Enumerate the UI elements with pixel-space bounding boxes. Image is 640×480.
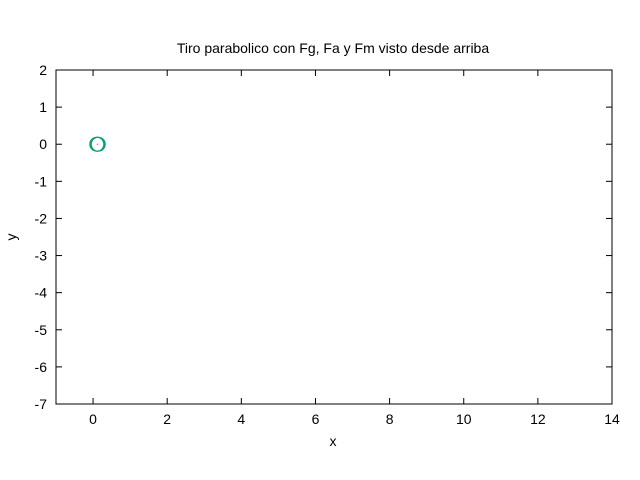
x-tick-label: 6 [312,411,320,427]
chart-title: Tiro parabolico con Fg, Fa y Fm visto de… [177,40,489,56]
y-tick-label: 0 [39,136,47,152]
y-tick-label: -1 [35,173,48,189]
plot-frame [55,69,613,405]
x-tick-label: 2 [163,411,171,427]
plot-marks [89,136,106,152]
x-tick-label: 10 [456,411,472,427]
y-tick-label: -5 [35,322,48,338]
y-axis: 2 1 0 -1 -2 -3 -4 -5 -6 -7 [35,62,612,412]
x-axis-label: x [330,433,337,449]
y-tick-label: 2 [39,62,47,78]
x-tick-label: 8 [386,411,394,427]
x-tick-label: 14 [604,411,620,427]
x-tick-label: 4 [237,411,245,427]
data-point [90,136,106,152]
x-tick-label: 12 [530,411,546,427]
y-tick-label: -7 [35,396,48,412]
x-tick-label: 0 [89,411,97,427]
y-tick-label: -2 [35,210,48,226]
y-tick-label: -6 [35,359,48,375]
y-tick-label: -4 [35,285,48,301]
y-tick-label: -3 [35,248,48,264]
y-tick-label: 1 [39,99,47,115]
x-axis: 0 2 4 6 8 10 12 14 [89,70,620,427]
y-axis-label: y [3,234,19,241]
